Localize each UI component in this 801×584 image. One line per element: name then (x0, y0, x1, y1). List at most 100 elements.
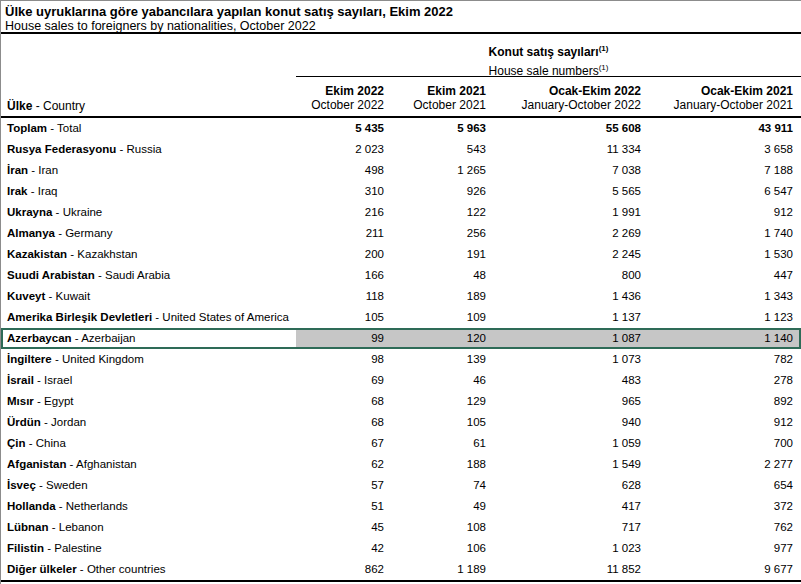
value-cell-jan-oct-2021: 977 (649, 538, 801, 559)
table-row[interactable]: Hollanda - Netherlands 51 49 417 372 (1, 496, 801, 517)
country-cell: İngiltere - United Kingdom (1, 349, 296, 370)
country-cell: Azerbaycan - Azerbaijan (1, 328, 296, 349)
value-cell-jan-oct-2021: 762 (649, 517, 801, 538)
value-cell-oct-2022: 105 (296, 307, 392, 328)
table-row[interactable]: Toplam - Total 5 435 5 963 55 608 43 911 (1, 118, 801, 139)
table-row[interactable]: Lübnan - Lebanon 45 108 717 762 (1, 517, 801, 538)
table-row[interactable]: Afganistan - Afghanistan 62 188 1 549 2 … (1, 454, 801, 475)
country-name-separator: - (44, 542, 54, 554)
country-name-en: Egypt (44, 395, 73, 407)
table-row[interactable]: Azerbaycan - Azerbaijan 99 120 1 087 1 1… (1, 328, 801, 349)
page-subtitle: House sales to foreigners by nationaliti… (5, 19, 801, 33)
country-name-separator: - (47, 122, 57, 134)
country-cell: Çin - China (1, 433, 296, 454)
value-cell-jan-oct-2022: 628 (494, 475, 649, 496)
value-cell-jan-oct-2021: 3 658 (649, 139, 801, 160)
table-row[interactable]: Mısır - Egypt 68 129 965 892 (1, 391, 801, 412)
table-row[interactable]: Amerika Birleşik Devletleri - United Sta… (1, 307, 801, 328)
country-name-en: Azerbaijan (81, 332, 135, 344)
value-cell-oct-2021: 74 (392, 475, 494, 496)
country-name-separator: - (72, 332, 82, 344)
country-name-separator: - (52, 353, 62, 365)
country-cell: İran - Iran (1, 160, 296, 181)
country-name-tr: Ürdün (7, 416, 41, 428)
table-row[interactable]: Almanya - Germany 211 256 2 269 1 740 (1, 223, 801, 244)
table-row[interactable]: Kuveyt - Kuwait 118 189 1 436 1 343 (1, 286, 801, 307)
country-name-tr: Irak (7, 185, 27, 197)
country-name-separator: - (41, 416, 51, 428)
country-name-separator: - (45, 290, 55, 302)
table-row[interactable]: Çin - China 67 61 1 059 700 (1, 433, 801, 454)
country-cell: Toplam - Total (1, 118, 296, 139)
value-cell-oct-2022: 166 (296, 265, 392, 286)
country-cell: Ürdün - Jordan (1, 412, 296, 433)
country-name-en: Iraq (38, 185, 58, 197)
country-name-tr: Hollanda (7, 500, 56, 512)
country-cell: Diğer ülkeler - Other countries (1, 559, 296, 580)
country-name-tr: Afganistan (7, 458, 66, 470)
value-cell-oct-2022: 2 023 (296, 139, 392, 160)
country-name-en: Sweden (46, 479, 88, 491)
table-row[interactable]: Filistin - Palestine 42 106 1 023 977 (1, 538, 801, 559)
value-cell-jan-oct-2021: 1 740 (649, 223, 801, 244)
country-name-separator: - (77, 563, 87, 575)
country-name-tr: İsveç (7, 479, 36, 491)
value-cell-oct-2021: 129 (392, 391, 494, 412)
table-row[interactable]: Rusya Federasyonu - Russia 2 023 543 11 … (1, 139, 801, 160)
table-row[interactable]: İsveç - Sweden 57 74 628 654 (1, 475, 801, 496)
value-cell-oct-2022: 51 (296, 496, 392, 517)
value-cell-oct-2022: 310 (296, 181, 392, 202)
statistics-table-page: Ülke uyruklarına göre yabancılara yapıla… (0, 0, 801, 584)
table-row[interactable]: İran - Iran 498 1 265 7 038 7 188 (1, 160, 801, 181)
value-cell-jan-oct-2021: 1 343 (649, 286, 801, 307)
value-cell-jan-oct-2022: 1 991 (494, 202, 649, 223)
country-name-separator: - (36, 479, 46, 491)
table-row[interactable]: İngiltere - United Kingdom 98 139 1 073 … (1, 349, 801, 370)
footnote-marker: (1) (599, 44, 609, 53)
value-cell-jan-oct-2022: 2 245 (494, 244, 649, 265)
country-cell: Amerika Birleşik Devletleri - United Sta… (1, 307, 296, 328)
table-row[interactable]: Diğer ülkeler - Other countries 862 1 18… (1, 559, 801, 580)
country-name-tr: Lübnan (7, 521, 49, 533)
country-name-separator: - (49, 521, 59, 533)
country-name-tr: Çin (7, 437, 26, 449)
value-cell-jan-oct-2021: 1 530 (649, 244, 801, 265)
country-cell: Mısır - Egypt (1, 391, 296, 412)
country-name-separator: - (116, 143, 126, 155)
country-name-en: Total (57, 122, 81, 134)
value-cell-jan-oct-2021: 912 (649, 202, 801, 223)
country-name-tr: Filistin (7, 542, 44, 554)
value-cell-jan-oct-2022: 1 137 (494, 307, 649, 328)
column-header-en: January-October 2022 (494, 98, 641, 113)
country-cell: Lübnan - Lebanon (1, 517, 296, 538)
value-cell-oct-2022: 67 (296, 433, 392, 454)
country-name-en: Kuwait (56, 290, 91, 302)
country-name-separator: - (66, 458, 76, 470)
table-row[interactable]: Ürdün - Jordan 68 105 940 912 (1, 412, 801, 433)
value-cell-oct-2021: 926 (392, 181, 494, 202)
table-row[interactable]: Kazakistan - Kazakhstan 200 191 2 245 1 … (1, 244, 801, 265)
value-cell-oct-2021: 61 (392, 433, 494, 454)
table-row[interactable]: Irak - Iraq 310 926 5 565 6 547 (1, 181, 801, 202)
country-name-separator: - (34, 395, 44, 407)
table-row[interactable]: Ukrayna - Ukraine 216 122 1 991 912 (1, 202, 801, 223)
value-cell-jan-oct-2022: 11 852 (494, 559, 649, 580)
country-cell: Hollanda - Netherlands (1, 496, 296, 517)
value-cell-jan-oct-2021: 1 140 (649, 328, 801, 349)
column-header-jan-oct-2022: Ocak-Ekim 2022 January-October 2022 (494, 84, 649, 113)
value-cell-oct-2021: 139 (392, 349, 494, 370)
country-name-separator: - (34, 374, 44, 386)
value-cell-jan-oct-2021: 700 (649, 433, 801, 454)
table-row[interactable]: İsrail - Israel 69 46 483 278 (1, 370, 801, 391)
value-cell-oct-2022: 99 (296, 328, 392, 349)
country-name-en: Germany (65, 227, 112, 239)
country-name-separator: - (28, 164, 38, 176)
title-block: Ülke uyruklarına göre yabancılara yapıla… (1, 1, 801, 34)
table-row[interactable]: Suudi Arabistan - Saudi Arabia 166 48 80… (1, 265, 801, 286)
value-cell-oct-2021: 189 (392, 286, 494, 307)
value-cell-oct-2021: 120 (392, 328, 494, 349)
value-cell-oct-2022: 62 (296, 454, 392, 475)
country-name-separator: - (55, 227, 65, 239)
value-cell-jan-oct-2021: 6 547 (649, 181, 801, 202)
column-header-jan-oct-2021: Ocak-Ekim 2021 January-October 2021 (649, 84, 801, 113)
